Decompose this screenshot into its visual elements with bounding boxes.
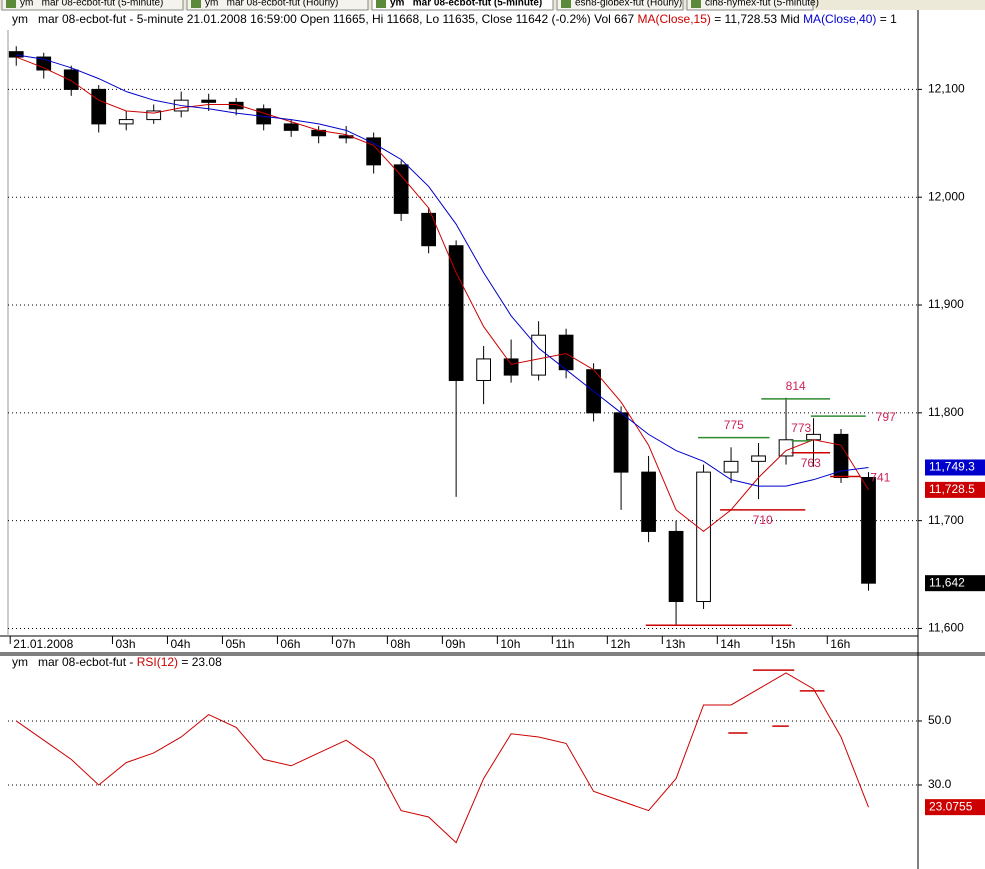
candle-body	[476, 358, 491, 381]
tab	[1, 0, 184, 11]
x-tick-label: 12h	[610, 637, 630, 651]
tab-icon	[376, 0, 386, 8]
header-part: RSI(12)	[137, 655, 178, 669]
tab-label: ym mar 08-ecbot-fut (Hourly)	[205, 0, 338, 9]
header-part: = 11,728.53 Mid	[711, 12, 803, 26]
x-tick-label: 13h	[665, 637, 685, 651]
y-tick-label: 11,700	[928, 513, 964, 527]
y-tick-label: 11,800	[928, 405, 964, 419]
candle-body	[283, 123, 299, 131]
level-label: 763	[801, 456, 821, 470]
candle-body	[201, 99, 217, 103]
candle-body	[366, 137, 382, 166]
y-tick-label: 50.0	[928, 713, 952, 727]
candle-body	[118, 119, 134, 125]
x-tick-label: 15h	[775, 637, 795, 651]
y-tick-label: 11,600	[928, 621, 964, 635]
level-label: 775	[724, 418, 744, 432]
y-tick-label: 11,900	[928, 297, 964, 311]
candle-body	[338, 135, 354, 139]
candle-body	[91, 88, 107, 125]
x-tick-label: 03h	[115, 637, 135, 651]
tab	[686, 0, 814, 11]
level-label: 773	[791, 421, 811, 435]
tab-label: esh8-globex-fut (Hourly)	[575, 0, 682, 9]
series-line	[16, 54, 869, 487]
candle-body	[861, 477, 876, 584]
header-part: = 1	[876, 12, 897, 26]
candle-body	[146, 110, 162, 121]
header-part: ym mar 08-ecbot-fut -	[12, 655, 137, 669]
x-tick-label: 10h	[500, 637, 520, 651]
x-tick-label: 16h	[830, 637, 850, 651]
price-tag-label: 11,728.5	[929, 482, 975, 496]
candle-body	[696, 471, 711, 602]
y-tick-label: 12,100	[928, 82, 965, 96]
value-tag	[925, 799, 985, 816]
x-tick-label: 05h	[225, 637, 245, 651]
candle-body	[668, 530, 684, 602]
price-tag	[925, 575, 985, 592]
panel-header: ym mar 08-ecbot-fut - 5-minute 21.01.200…	[12, 12, 897, 26]
series-line	[16, 56, 869, 533]
candle-body	[63, 69, 79, 90]
price-tag	[925, 481, 985, 498]
candle-body	[8, 51, 24, 58]
tab-label: clh8-nymex-fut (5-minute)	[705, 0, 819, 9]
price-tag-label: 11,642	[929, 575, 965, 589]
candle-body	[751, 455, 766, 462]
candle-body	[723, 460, 739, 473]
level-label: 741	[870, 471, 890, 485]
price-tag	[925, 459, 985, 476]
tab-icon	[191, 0, 201, 8]
tab-label: ym mar 08-ecbot-fut (5-minute)	[390, 0, 542, 9]
tab	[556, 0, 684, 11]
x-tick-label: 08h	[390, 637, 410, 651]
candle-body	[421, 212, 437, 247]
price-tag-label: 11,749.3	[929, 460, 975, 474]
x-tick-label: 07h	[335, 637, 355, 651]
x-tick-label: 09h	[445, 637, 465, 651]
level-label: 814	[786, 379, 806, 393]
candle-body	[558, 334, 574, 371]
x-tick-label: 14h	[720, 637, 740, 651]
tab-icon	[691, 0, 701, 8]
candle-body	[778, 439, 794, 457]
candle-body	[448, 245, 464, 381]
x-tick-label: 11h	[555, 637, 574, 651]
candle-body	[641, 471, 656, 532]
header-part: = 23.08	[178, 655, 222, 669]
y-tick-label: 12,000	[928, 189, 965, 203]
y-tick-label: 30.0	[928, 777, 952, 791]
x-tick-label: 21.01.2008	[13, 637, 73, 651]
tab	[186, 0, 369, 11]
tab	[371, 0, 554, 11]
level-label: 797	[876, 410, 896, 424]
header-part: MA(Close,15)	[638, 12, 711, 26]
candle-body	[531, 334, 546, 376]
header-part: ym mar 08-ecbot-fut - 5-minute 21.01.200…	[12, 12, 638, 26]
candle-body	[806, 433, 821, 441]
candle-body	[228, 101, 244, 110]
candle-body	[503, 358, 519, 376]
x-tick-label: 06h	[280, 637, 300, 651]
value-tag-label: 23.0755	[929, 799, 973, 813]
header-part: MA(Close,40)	[803, 12, 876, 26]
tab-icon	[561, 0, 571, 8]
panel-header: ym mar 08-ecbot-fut - RSI(12) = 23.08	[12, 655, 222, 669]
candle-body	[613, 412, 629, 473]
tab-icon	[6, 0, 16, 8]
series-line	[15, 672, 869, 844]
candle-body	[393, 164, 409, 214]
x-tick-label: 04h	[170, 637, 190, 651]
level-label: 710	[753, 513, 773, 527]
tab-label: ym mar 08-ecbot-fut (5-minute)	[20, 0, 163, 9]
